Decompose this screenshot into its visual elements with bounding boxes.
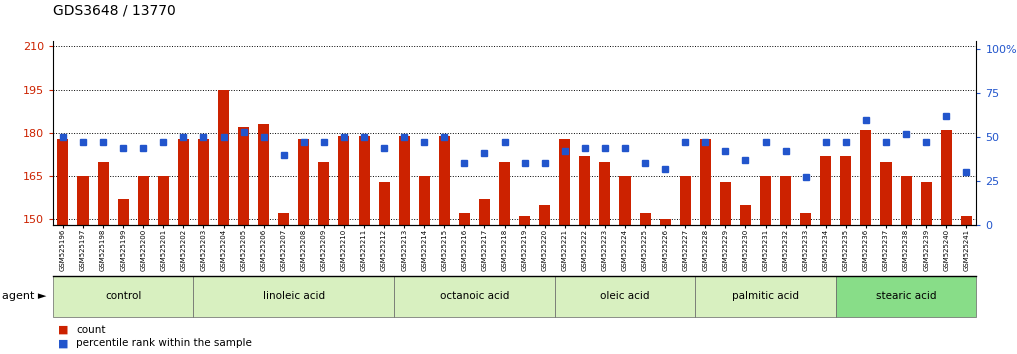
Bar <box>941 130 952 225</box>
Bar <box>900 176 911 225</box>
Bar <box>640 213 651 225</box>
Text: linoleic acid: linoleic acid <box>262 291 324 302</box>
Bar <box>77 176 88 225</box>
Bar <box>619 176 631 225</box>
Bar <box>438 136 450 225</box>
Bar <box>840 156 851 225</box>
Bar <box>178 138 189 225</box>
Text: stearic acid: stearic acid <box>876 291 937 302</box>
Bar <box>359 136 369 225</box>
Bar <box>679 176 691 225</box>
Bar <box>780 176 791 225</box>
Text: count: count <box>76 325 106 335</box>
Bar <box>419 176 430 225</box>
Text: octanoic acid: octanoic acid <box>439 291 510 302</box>
Bar <box>800 213 812 225</box>
Text: oleic acid: oleic acid <box>600 291 650 302</box>
Bar <box>519 216 530 225</box>
Bar <box>98 161 109 225</box>
Bar <box>399 136 410 225</box>
Text: ■: ■ <box>58 325 68 335</box>
Bar <box>599 161 610 225</box>
Bar <box>258 124 270 225</box>
Bar <box>158 176 169 225</box>
Bar <box>479 199 490 225</box>
Bar <box>700 138 711 225</box>
Text: agent ►: agent ► <box>2 291 47 302</box>
Bar <box>218 90 229 225</box>
Bar <box>821 156 831 225</box>
Bar <box>459 213 470 225</box>
Bar <box>57 138 68 225</box>
Bar <box>238 127 249 225</box>
Bar <box>580 156 591 225</box>
Bar <box>298 138 309 225</box>
Bar <box>660 219 670 225</box>
Bar <box>760 176 771 225</box>
Bar <box>318 161 330 225</box>
Bar <box>539 205 550 225</box>
Bar <box>740 205 751 225</box>
Bar <box>378 182 390 225</box>
Text: GDS3648 / 13770: GDS3648 / 13770 <box>53 4 176 18</box>
Bar <box>279 213 289 225</box>
Text: control: control <box>105 291 141 302</box>
Bar <box>860 130 872 225</box>
Text: ■: ■ <box>58 338 68 348</box>
Bar <box>559 138 571 225</box>
Bar <box>198 138 208 225</box>
Text: percentile rank within the sample: percentile rank within the sample <box>76 338 252 348</box>
Bar <box>499 161 511 225</box>
Text: palmitic acid: palmitic acid <box>732 291 799 302</box>
Bar <box>118 199 129 225</box>
Bar <box>720 182 731 225</box>
Bar <box>339 136 350 225</box>
Bar <box>881 161 892 225</box>
Bar <box>920 182 932 225</box>
Bar <box>961 216 972 225</box>
Bar <box>137 176 148 225</box>
